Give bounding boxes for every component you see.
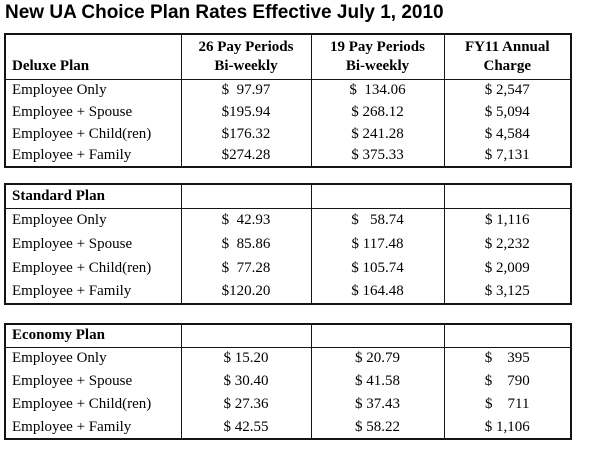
table-row: Employee + Spouse $ 85.86 $ 117.48 $ 2,2… <box>4 232 572 256</box>
rate-annual: $ 2,232 <box>443 232 572 256</box>
deluxe-plan-table: Deluxe Plan 26 Pay Periods Bi-weekly 19 … <box>4 33 572 168</box>
rate-annual: $ 4,584 <box>443 123 572 145</box>
rate-26-pay: $ 42.55 <box>180 416 312 439</box>
column-header-line: Bi-weekly <box>345 57 410 74</box>
table-row: Employee + Spouse $ 30.40 $ 41.58 $ 790 <box>4 370 572 393</box>
rate-19-pay: $ 241.28 <box>310 123 445 145</box>
coverage-tier-label: Employee Only <box>4 208 182 232</box>
rate-26-pay: $ 27.36 <box>180 393 312 416</box>
rate-26-pay: $ 30.40 <box>180 370 312 393</box>
rate-annual: $ 1,106 <box>443 416 572 439</box>
table-row: Employee + Spouse $195.94 $ 268.12 $ 5,0… <box>4 101 572 123</box>
empty-header-cell <box>443 324 572 348</box>
rate-annual: $ 5,094 <box>443 101 572 123</box>
deluxe-plan-name: Deluxe Plan <box>4 34 182 80</box>
page-title: New UA Choice Plan Rates Effective July … <box>5 2 444 23</box>
coverage-tier-label: Employee + Child(ren) <box>4 393 182 416</box>
empty-header-cell <box>180 324 312 348</box>
rate-26-pay: $ 77.28 <box>180 256 312 280</box>
deluxe-header-row: Deluxe Plan 26 Pay Periods Bi-weekly 19 … <box>4 34 572 80</box>
table-row: Employee + Child(ren) $ 27.36 $ 37.43 $ … <box>4 393 572 416</box>
standard-header-row: Standard Plan <box>4 184 572 209</box>
column-header-line: Bi-weekly <box>214 57 278 74</box>
rate-19-pay: $ 41.58 <box>310 370 445 393</box>
coverage-tier-label: Employee + Family <box>4 145 182 167</box>
rate-19-pay: $ 375.33 <box>310 145 445 167</box>
rate-19-pay: $ 117.48 <box>310 232 445 256</box>
table-row: Employee Only $ 97.97 $ 134.06 $ 2,547 <box>4 79 572 101</box>
empty-header-cell <box>180 184 312 209</box>
economy-plan-name: Economy Plan <box>4 324 182 348</box>
coverage-tier-label: Employee + Child(ren) <box>4 123 182 145</box>
column-header-line: FY11 Annual <box>464 38 550 55</box>
standard-plan-table: Standard Plan Employee Only $ 42.93 $ 58… <box>4 183 572 305</box>
table-row: Employee Only $ 15.20 $ 20.79 $ 395 <box>4 347 572 370</box>
column-header-line: Charge <box>483 57 532 74</box>
rate-annual: $ 711 <box>443 393 572 416</box>
rate-annual: $ 2,009 <box>443 256 572 280</box>
rate-19-pay: $ 20.79 <box>310 347 445 370</box>
rate-26-pay: $ 42.93 <box>180 208 312 232</box>
economy-plan-table: Economy Plan Employee Only $ 15.20 $ 20.… <box>4 323 572 440</box>
rate-26-pay: $ 85.86 <box>180 232 312 256</box>
rate-26-pay: $195.94 <box>180 101 312 123</box>
column-header-19-pay-periods: 19 Pay Periods Bi-weekly <box>310 34 445 80</box>
coverage-tier-label: Employee + Spouse <box>4 232 182 256</box>
rate-annual: $ 3,125 <box>443 280 572 304</box>
rate-26-pay: $120.20 <box>180 280 312 304</box>
rate-19-pay: $ 134.06 <box>310 79 445 101</box>
table-row: Employee + Child(ren) $176.32 $ 241.28 $… <box>4 123 572 145</box>
standard-plan-name: Standard Plan <box>4 184 182 209</box>
coverage-tier-label: Employee Only <box>4 79 182 101</box>
rate-annual: $ 1,116 <box>443 208 572 232</box>
empty-header-cell <box>310 324 445 348</box>
column-header-line: 19 Pay Periods <box>330 38 425 55</box>
rate-19-pay: $ 37.43 <box>310 393 445 416</box>
rate-annual: $ 7,131 <box>443 145 572 167</box>
table-row: Employee + Family $120.20 $ 164.48 $ 3,1… <box>4 280 572 304</box>
economy-header-row: Economy Plan <box>4 324 572 348</box>
rate-19-pay: $ 58.22 <box>310 416 445 439</box>
rate-annual: $ 395 <box>443 347 572 370</box>
rate-19-pay: $ 105.74 <box>310 256 445 280</box>
coverage-tier-label: Employee + Family <box>4 416 182 439</box>
rate-19-pay: $ 164.48 <box>310 280 445 304</box>
column-header-fy11-annual: FY11 Annual Charge <box>443 34 572 80</box>
rate-19-pay: $ 268.12 <box>310 101 445 123</box>
rate-26-pay: $ 15.20 <box>180 347 312 370</box>
column-header-line: 26 Pay Periods <box>198 38 294 55</box>
coverage-tier-label: Employee Only <box>4 347 182 370</box>
coverage-tier-label: Employee + Spouse <box>4 101 182 123</box>
rate-annual: $ 2,547 <box>443 79 572 101</box>
table-row: Employee + Child(ren) $ 77.28 $ 105.74 $… <box>4 256 572 280</box>
rate-26-pay: $ 97.97 <box>180 79 312 101</box>
rate-annual: $ 790 <box>443 370 572 393</box>
empty-header-cell <box>310 184 445 209</box>
rate-19-pay: $ 58.74 <box>310 208 445 232</box>
column-header-26-pay-periods: 26 Pay Periods Bi-weekly <box>180 34 312 80</box>
table-row: Employee Only $ 42.93 $ 58.74 $ 1,116 <box>4 208 572 232</box>
rate-26-pay: $274.28 <box>180 145 312 167</box>
empty-header-cell <box>443 184 572 209</box>
coverage-tier-label: Employee + Family <box>4 280 182 304</box>
table-row: Employee + Family $274.28 $ 375.33 $ 7,1… <box>4 145 572 167</box>
rate-26-pay: $176.32 <box>180 123 312 145</box>
coverage-tier-label: Employee + Spouse <box>4 370 182 393</box>
table-row: Employee + Family $ 42.55 $ 58.22 $ 1,10… <box>4 416 572 439</box>
coverage-tier-label: Employee + Child(ren) <box>4 256 182 280</box>
